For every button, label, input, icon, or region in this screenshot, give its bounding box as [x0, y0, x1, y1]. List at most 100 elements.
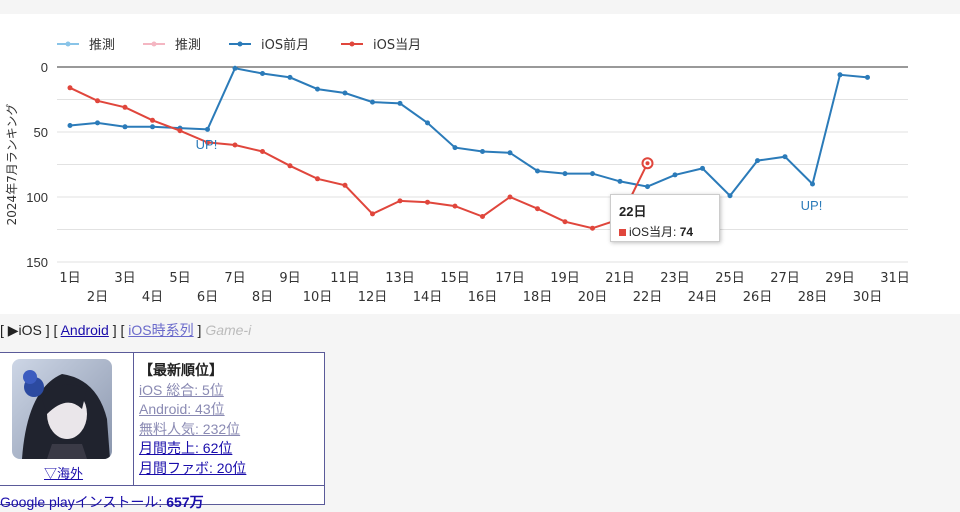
data-point [782, 154, 788, 160]
x-tick-label: 27日 [770, 271, 800, 286]
legend-label: 推測 [175, 38, 201, 53]
data-point [480, 214, 485, 219]
x-tick-label: 31日 [880, 271, 910, 286]
data-point [342, 90, 348, 96]
tooltip-swatch [619, 229, 626, 237]
tabs-separator: ] [ [41, 322, 61, 338]
series-line [69, 86, 649, 230]
region-link[interactable]: ▽海外 [44, 466, 84, 481]
install-value: 657万 [166, 494, 204, 510]
x-tick-label: 13日 [385, 271, 415, 286]
app-icon-cell: ▽海外 [0, 353, 134, 485]
data-point [67, 123, 73, 128]
install-label: Google playインストール: [0, 494, 167, 510]
data-point [452, 145, 458, 151]
data-point [672, 172, 678, 178]
legend-label: iOS当月 [373, 38, 421, 53]
x-tick-label: 26日 [743, 290, 773, 305]
tab-ios[interactable]: ▶iOS [7, 322, 42, 338]
data-point [260, 71, 265, 76]
data-point [177, 128, 183, 134]
series-line [69, 67, 868, 198]
x-tick-label: 2日 [87, 290, 108, 305]
data-point [260, 149, 265, 154]
rank-heading: 【最新順位】 [139, 362, 223, 378]
y-tick-label: 50 [34, 125, 48, 140]
tab-ios-timeseries[interactable]: iOS時系列 [128, 322, 194, 338]
x-tick-label: 17日 [495, 271, 525, 286]
highlight-point-center [645, 161, 650, 166]
tooltip-value: 74 [679, 225, 694, 239]
app-info-table: ▽海外 【最新順位】 iOS 総合: 5位 Android: 43位 無料人気:… [0, 352, 325, 510]
legend-label: 推測 [89, 38, 115, 53]
tab-android[interactable]: Android [60, 322, 109, 338]
data-point [315, 86, 320, 92]
x-tick-label: 16日 [468, 290, 498, 305]
rank-ios-total[interactable]: iOS 総合: 5位 [139, 381, 224, 398]
up-annotation: UP! [801, 198, 823, 213]
data-point [370, 211, 375, 217]
data-point [755, 158, 760, 164]
data-point [507, 150, 513, 156]
x-tick-label: 10日 [303, 290, 333, 305]
data-point [617, 178, 623, 184]
data-point [535, 206, 540, 212]
x-tick-label: 14日 [413, 290, 443, 305]
x-tick-label: 15日 [440, 271, 470, 286]
data-point [315, 176, 320, 182]
data-point [425, 120, 430, 126]
data-point [150, 117, 155, 123]
legend-marker [65, 41, 71, 47]
data-point [507, 194, 513, 200]
install-count: Google playインストール: 657万 [0, 485, 324, 512]
data-point [535, 168, 540, 174]
x-tick-label: 21日 [605, 271, 635, 286]
chart-tooltip: 22日 iOS当月: 74 [610, 194, 720, 242]
tooltip-title: 22日 [619, 204, 647, 219]
data-point [287, 74, 293, 80]
data-point [205, 126, 210, 132]
data-point [590, 225, 595, 231]
tab-game-i[interactable]: Game-i [205, 322, 252, 338]
latest-rank: 【最新順位】 iOS 総合: 5位 Android: 43位 無料人気: 232… [139, 361, 246, 478]
data-point [67, 85, 73, 91]
data-point [397, 198, 403, 204]
data-point [370, 99, 375, 105]
data-point [205, 139, 210, 145]
x-tick-label: 29日 [825, 271, 855, 286]
x-tick-label: 7日 [224, 271, 245, 286]
x-tick-label: 9日 [279, 271, 300, 286]
rank-free[interactable]: 無料人気: 232位 [139, 420, 241, 437]
app-icon[interactable] [12, 359, 112, 459]
x-tick-label: 23日 [660, 271, 690, 286]
y-tick-label: 100 [26, 190, 48, 205]
x-tick-label: 30日 [853, 290, 883, 305]
tabs-separator: ] [193, 322, 206, 338]
data-point [452, 203, 458, 209]
x-tick-label: 12日 [358, 290, 388, 305]
data-point [590, 171, 595, 177]
rank-monthly-fav[interactable]: 月間ファボ: 20位 [139, 459, 247, 476]
up-annotation: UP! [196, 137, 218, 152]
x-tick-label: 1日 [59, 271, 80, 286]
rank-android[interactable]: Android: 43位 [139, 401, 225, 417]
y-tick-label: 0 [41, 60, 48, 75]
data-point [95, 98, 100, 104]
legend-marker [349, 41, 355, 47]
x-tick-label: 5日 [169, 271, 190, 286]
data-point [480, 149, 485, 154]
legend-label: iOS前月 [261, 37, 309, 53]
x-tick-label: 19日 [550, 271, 580, 286]
rank-monthly-sales[interactable]: 月間売上: 62位 [139, 440, 233, 456]
x-tick-label: 20日 [578, 290, 608, 305]
data-point [865, 74, 870, 80]
ranking-chart: 0 50 100 150 2024年7月ランキング 1日 2日 3日 4日 5日 6日 7日 8日 9日 1… [0, 14, 960, 314]
data-point [425, 199, 430, 205]
data-point [232, 142, 238, 148]
y-tick-label: 150 [26, 255, 48, 270]
x-tick-label: 4日 [142, 290, 163, 305]
legend-marker [237, 41, 243, 47]
data-point [342, 182, 348, 188]
tabs-separator: ] [ [108, 322, 129, 338]
y-axis-label: 2024年7月ランキング [5, 104, 19, 226]
